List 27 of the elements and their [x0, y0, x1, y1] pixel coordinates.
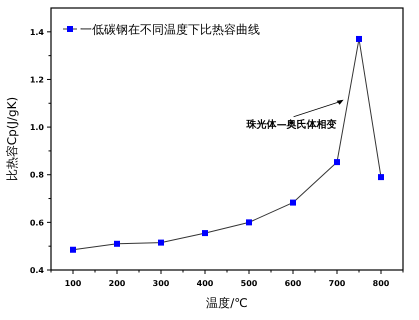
y-axis-title: 比热容Cp(J/gK): [5, 96, 19, 182]
point: [114, 240, 120, 247]
y-tick-label: 1.4: [30, 28, 44, 37]
x-tick-label: 800: [372, 279, 390, 288]
y-tick-label: 1.0: [30, 123, 44, 132]
x-tick-label: 400: [196, 279, 214, 288]
x-tick-label: 600: [284, 279, 302, 288]
x-tick-label: 100: [64, 279, 82, 288]
y-tick-label: 1.2: [30, 75, 44, 84]
y-tick-label: 0.4: [30, 266, 44, 275]
point: [70, 246, 76, 253]
annotation: 珠光体—奥氏体相变: [246, 118, 337, 131]
legend-label: 一低碳钢在不同温度下比热容曲线: [80, 22, 260, 36]
point: [378, 174, 384, 180]
point: [290, 200, 296, 206]
x-tick-label: 500: [240, 279, 258, 288]
y-tick-label: 0.8: [30, 170, 44, 180]
point: [202, 230, 208, 236]
point: [246, 219, 252, 226]
x-axis-title: 温度/℃: [206, 296, 248, 310]
point: [158, 240, 164, 246]
x-tick-label: 700: [328, 279, 346, 288]
x-tick-label: 200: [108, 279, 126, 288]
x-tick-label: 300: [152, 279, 170, 288]
y-tick-label: 0.6: [30, 218, 44, 228]
point: [334, 159, 340, 166]
point: [356, 36, 362, 42]
